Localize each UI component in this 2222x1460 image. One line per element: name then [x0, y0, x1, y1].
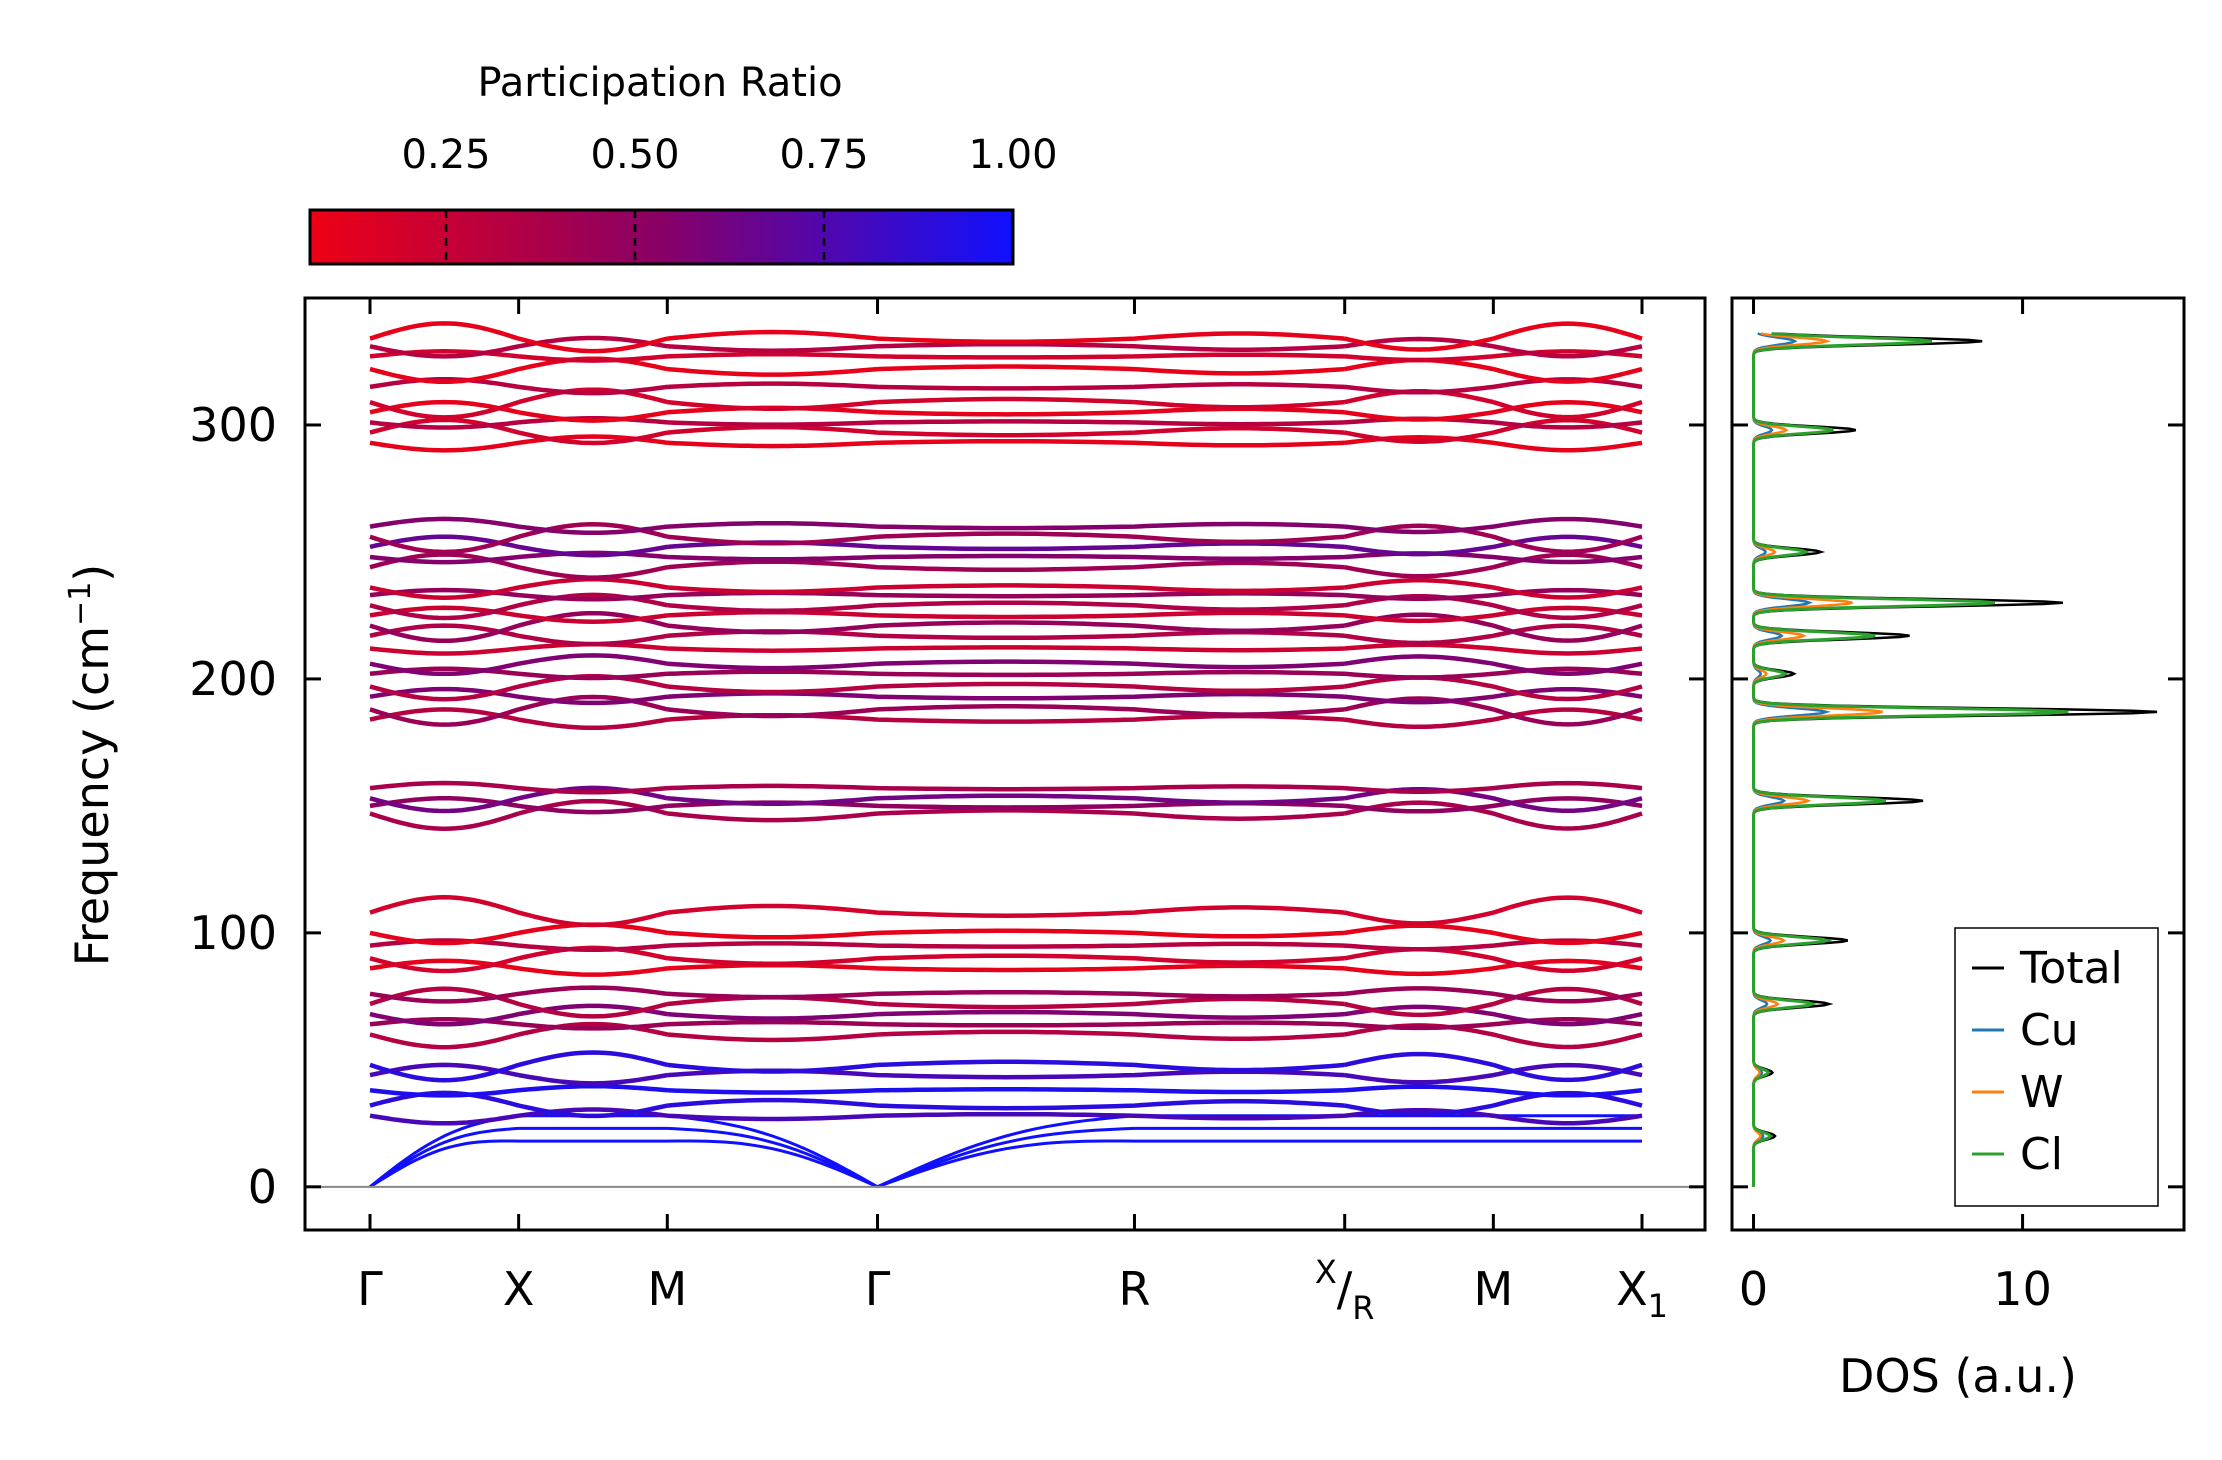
- band-line: [369, 623, 1643, 647]
- band-line: [369, 1126, 1642, 1189]
- dos-legend: Total Cu W Cl: [1954, 927, 2159, 1207]
- band-line: [369, 434, 1643, 453]
- band-line: [369, 587, 1643, 602]
- band-line: [369, 694, 1643, 727]
- band-line: [369, 1062, 1643, 1086]
- y-tick-label: 300: [189, 398, 277, 452]
- y-tick-label: 100: [189, 906, 277, 960]
- colorbar-tick-label: 0.75: [779, 132, 868, 178]
- legend-box: [1954, 927, 2159, 1207]
- band-line: [369, 785, 1643, 814]
- band-line: [369, 1114, 1642, 1189]
- colorbar-tick-label: 1.00: [968, 132, 1057, 178]
- legend-items: Total Cu W Cl: [1972, 943, 2123, 1180]
- band-line: [369, 985, 1643, 1004]
- band-line: [369, 707, 1643, 731]
- band-line: [369, 642, 1643, 656]
- colorbar-tick-label: 0.25: [402, 132, 491, 178]
- band-line: [369, 1016, 1643, 1031]
- dos-curve-w: [1752, 332, 1883, 1187]
- band-line: [369, 1003, 1643, 1027]
- band-line: [369, 377, 1643, 396]
- band-line: [369, 321, 1643, 354]
- band-line: [369, 938, 1643, 952]
- dos-curve-cl: [1752, 332, 2069, 1187]
- band-line: [369, 1107, 1643, 1126]
- band-line: [369, 895, 1643, 928]
- band-line: [369, 522, 1643, 555]
- band-line: [369, 592, 1643, 621]
- band-line: [369, 399, 1643, 423]
- band-lines: [369, 321, 1643, 1189]
- legend-label-w: W: [2020, 1067, 2064, 1118]
- legend-label-cl: Cl: [2020, 1129, 2063, 1180]
- colorbar-title: Participation Ratio: [477, 60, 842, 106]
- legend-label-cu: Cu: [2020, 1005, 2079, 1056]
- dos-x-tick-label: 0: [1739, 1262, 1768, 1316]
- y-axis-title: Frequency (cm−1): [63, 564, 119, 967]
- k-tick-label: R: [1118, 1262, 1150, 1316]
- band-line: [369, 945, 1643, 974]
- band-line: [369, 1090, 1643, 1119]
- band-line: [369, 1139, 1642, 1189]
- k-tick-label: Γ: [865, 1262, 891, 1316]
- k-tick-label: Γ: [357, 1262, 383, 1316]
- colorbar-gradient: [308, 208, 1015, 266]
- k-tick-label: M: [647, 1262, 687, 1316]
- main-axes-frame: [303, 296, 1707, 1232]
- dos-x-tick-label: 10: [1993, 1262, 2052, 1316]
- y-tick-label: 200: [189, 652, 277, 706]
- kpath-label-x1: X1: [1616, 1262, 1668, 1325]
- band-line: [369, 416, 1643, 430]
- legend-label-total: Total: [2019, 943, 2123, 994]
- band-line: [369, 958, 1643, 977]
- colorbar-tick-label: 0.50: [591, 132, 680, 178]
- colorbar-ticks: 0.25 0.50 0.75 1.00: [402, 132, 1058, 264]
- band-line: [369, 653, 1643, 677]
- band-line: [369, 922, 1643, 946]
- band-line: [369, 534, 1643, 558]
- band-line: [369, 552, 1643, 580]
- band-line: [369, 335, 1643, 359]
- band-line: [369, 1083, 1643, 1098]
- band-line: [369, 673, 1643, 702]
- dos-x-axis-title: DOS (a.u.): [1839, 1349, 2077, 1403]
- band-line: [369, 798, 1643, 832]
- band-line: [369, 387, 1643, 420]
- dos-panel: 0 10 DOS (a.u.) Total Cu W Cl: [1730, 296, 2186, 1403]
- main-axis-ticks: 0 100 200 300 Γ X M Γ R M: [189, 298, 1705, 1316]
- band-line: [369, 666, 1643, 681]
- band-line: [369, 356, 1643, 385]
- band-line: [369, 1021, 1643, 1050]
- band-line: [369, 349, 1643, 363]
- dos-curves: [1752, 332, 2158, 1187]
- band-line: [369, 780, 1643, 795]
- dos-curve-cu: [1752, 332, 1831, 1187]
- y-axis-title-superscript: −1: [63, 582, 98, 626]
- kpath-label-x-r: X/R: [1315, 1253, 1375, 1327]
- k-tick-label: X: [503, 1262, 535, 1316]
- dos-axes-frame: [1730, 296, 2186, 1232]
- band-structure-panel: 0 100 200 300 Γ X M Γ R M Frequency (cm−1) X/R X1: [63, 296, 1707, 1327]
- dos-axis-ticks: 0 10: [1732, 298, 2184, 1316]
- y-tick-label: 0: [248, 1160, 277, 1214]
- band-line: [369, 610, 1643, 644]
- band-line: [369, 1050, 1643, 1083]
- band-line: [369, 550, 1643, 565]
- band-line: [369, 686, 1643, 706]
- band-line: [369, 516, 1643, 536]
- colorbar: Participation Ratio 0.25 0.50 0.75 1.00: [308, 60, 1058, 266]
- band-line: [369, 417, 1643, 446]
- k-tick-label: M: [1474, 1262, 1514, 1316]
